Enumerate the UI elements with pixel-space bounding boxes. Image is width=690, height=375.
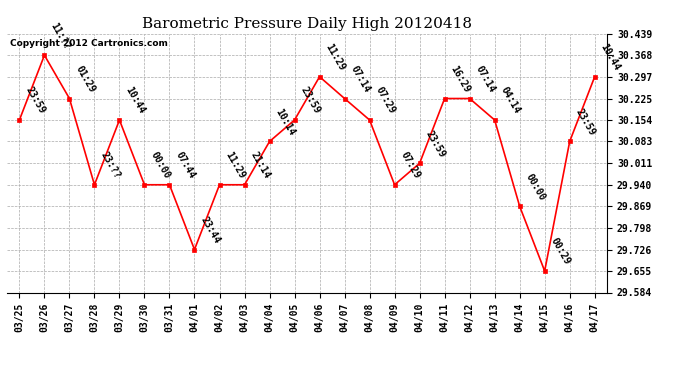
Text: 07:29: 07:29 — [399, 150, 422, 181]
Text: 11:29: 11:29 — [224, 150, 247, 181]
Text: 23:59: 23:59 — [299, 86, 322, 116]
Text: 10:14: 10:14 — [274, 107, 297, 137]
Text: Copyright 2012 Cartronics.com: Copyright 2012 Cartronics.com — [10, 39, 168, 48]
Text: 11:29: 11:29 — [324, 42, 347, 72]
Text: 00:00: 00:00 — [148, 150, 172, 181]
Text: 23:59: 23:59 — [424, 129, 447, 159]
Title: Barometric Pressure Daily High 20120418: Barometric Pressure Daily High 20120418 — [142, 17, 472, 31]
Text: 23:??: 23:?? — [99, 150, 122, 181]
Text: 11:??: 11:?? — [48, 21, 72, 51]
Text: 07:14: 07:14 — [348, 64, 372, 94]
Text: 10:44: 10:44 — [124, 86, 147, 116]
Text: 10:44: 10:44 — [599, 42, 622, 72]
Text: 23:59: 23:59 — [23, 86, 47, 116]
Text: 00:00: 00:00 — [524, 172, 547, 202]
Text: 16:29: 16:29 — [448, 64, 472, 94]
Text: 23:44: 23:44 — [199, 215, 222, 245]
Text: 23:59: 23:59 — [574, 107, 598, 137]
Text: 07:44: 07:44 — [174, 150, 197, 181]
Text: 04:14: 04:14 — [499, 86, 522, 116]
Text: 00:29: 00:29 — [549, 236, 572, 267]
Text: 07:14: 07:14 — [474, 64, 497, 94]
Text: 01:29: 01:29 — [74, 64, 97, 94]
Text: 07:29: 07:29 — [374, 86, 397, 116]
Text: 21:14: 21:14 — [248, 150, 272, 181]
